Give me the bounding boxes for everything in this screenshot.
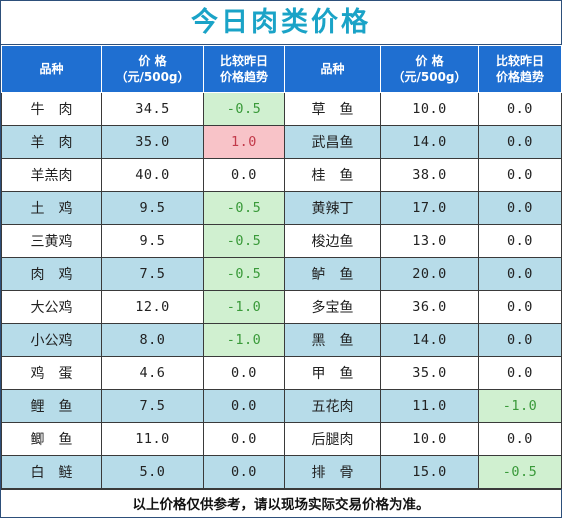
cell-name-right: 鲈 鱼	[284, 257, 381, 291]
cell-name-left: 大公鸡	[1, 290, 102, 324]
table-row: 土 鸡 9.5 -0.5 黄辣丁 17.0 0.0	[1, 191, 562, 225]
cell-price-right: 10.0	[380, 92, 479, 126]
cell-name-left: 白 鲢	[1, 455, 102, 489]
cell-name-right: 梭边鱼	[284, 224, 381, 258]
price-table: 品种 价 格（元/500g） 比较昨日 价格趋势 品种 价 格（元/500g） 比…	[1, 45, 562, 489]
table-row: 羊 肉 35.0 1.0 武昌鱼 14.0 0.0	[1, 125, 562, 159]
cell-price-right: 14.0	[380, 125, 479, 159]
table-row: 羊羔肉 40.0 0.0 桂 鱼 38.0 0.0	[1, 158, 562, 192]
cell-trend-left: 1.0	[203, 125, 285, 159]
table-row: 三黄鸡 9.5 -0.5 梭边鱼 13.0 0.0	[1, 224, 562, 258]
cell-name-right: 排 骨	[284, 455, 381, 489]
cell-trend-left: -0.5	[203, 224, 285, 258]
cell-price-left: 4.6	[101, 356, 204, 390]
cell-trend-right: -0.5	[478, 455, 562, 489]
cell-price-right: 35.0	[380, 356, 479, 390]
cell-trend-right: 0.0	[478, 356, 562, 390]
cell-name-left: 三黄鸡	[1, 224, 102, 258]
cell-price-right: 15.0	[380, 455, 479, 489]
cell-trend-right: 0.0	[478, 257, 562, 291]
cell-price-left: 8.0	[101, 323, 204, 357]
cell-price-left: 11.0	[101, 422, 204, 456]
cell-trend-left: 0.0	[203, 422, 285, 456]
cell-price-right: 20.0	[380, 257, 479, 291]
cell-price-left: 7.5	[101, 257, 204, 291]
cell-trend-left: 0.0	[203, 356, 285, 390]
cell-price-left: 40.0	[101, 158, 204, 192]
header-trend-left: 比较昨日 价格趋势	[203, 45, 285, 93]
cell-name-right: 甲 鱼	[284, 356, 381, 390]
cell-price-right: 38.0	[380, 158, 479, 192]
cell-price-left: 5.0	[101, 455, 204, 489]
cell-name-right: 武昌鱼	[284, 125, 381, 159]
cell-trend-right: -1.0	[478, 389, 562, 423]
cell-name-left: 羊 肉	[1, 125, 102, 159]
table-row: 鲫 鱼 11.0 0.0 后腿肉 10.0 0.0	[1, 422, 562, 456]
cell-price-left: 12.0	[101, 290, 204, 324]
cell-name-right: 后腿肉	[284, 422, 381, 456]
cell-trend-right: 0.0	[478, 191, 562, 225]
cell-price-right: 17.0	[380, 191, 479, 225]
cell-trend-right: 0.0	[478, 92, 562, 126]
cell-price-right: 10.0	[380, 422, 479, 456]
cell-trend-left: 0.0	[203, 389, 285, 423]
cell-trend-right: 0.0	[478, 290, 562, 324]
table-row: 鲤 鱼 7.5 0.0 五花肉 11.0 -1.0	[1, 389, 562, 423]
header-name-left: 品种	[1, 45, 102, 93]
table-row: 白 鲢 5.0 0.0 排 骨 15.0 -0.5	[1, 455, 562, 489]
cell-trend-left: -0.5	[203, 257, 285, 291]
table-row: 小公鸡 8.0 -1.0 黑 鱼 14.0 0.0	[1, 323, 562, 357]
cell-price-left: 9.5	[101, 191, 204, 225]
cell-name-right: 桂 鱼	[284, 158, 381, 192]
table-row: 牛 肉 34.5 -0.5 草 鱼 10.0 0.0	[1, 92, 562, 126]
cell-trend-right: 0.0	[478, 323, 562, 357]
cell-name-left: 鸡 蛋	[1, 356, 102, 390]
cell-trend-left: 0.0	[203, 158, 285, 192]
table-header-row: 品种 价 格（元/500g） 比较昨日 价格趋势 品种 价 格（元/500g） 比…	[1, 45, 562, 93]
cell-trend-right: 0.0	[478, 125, 562, 159]
cell-name-right: 黑 鱼	[284, 323, 381, 357]
cell-trend-right: 0.0	[478, 422, 562, 456]
disclaimer: 以上价格仅供参考，请以现场实际交易价格为准。	[1, 489, 561, 520]
cell-name-left: 土 鸡	[1, 191, 102, 225]
header-price-left: 价 格（元/500g）	[101, 45, 204, 93]
cell-trend-left: -1.0	[203, 290, 285, 324]
cell-trend-left: 0.0	[203, 455, 285, 489]
cell-price-left: 7.5	[101, 389, 204, 423]
cell-name-left: 肉 鸡	[1, 257, 102, 291]
cell-name-left: 牛 肉	[1, 92, 102, 126]
cell-price-right: 14.0	[380, 323, 479, 357]
cell-name-right: 五花肉	[284, 389, 381, 423]
cell-trend-right: 0.0	[478, 158, 562, 192]
page-title: 今日肉类价格	[1, 1, 561, 45]
cell-trend-left: -1.0	[203, 323, 285, 357]
cell-price-left: 35.0	[101, 125, 204, 159]
cell-name-left: 鲫 鱼	[1, 422, 102, 456]
cell-name-left: 小公鸡	[1, 323, 102, 357]
cell-price-left: 9.5	[101, 224, 204, 258]
cell-name-left: 羊羔肉	[1, 158, 102, 192]
cell-price-right: 13.0	[380, 224, 479, 258]
cell-trend-left: -0.5	[203, 191, 285, 225]
cell-price-right: 11.0	[380, 389, 479, 423]
table-row: 大公鸡 12.0 -1.0 多宝鱼 36.0 0.0	[1, 290, 562, 324]
cell-price-right: 36.0	[380, 290, 479, 324]
table-row: 鸡 蛋 4.6 0.0 甲 鱼 35.0 0.0	[1, 356, 562, 390]
cell-name-right: 黄辣丁	[284, 191, 381, 225]
cell-name-right: 草 鱼	[284, 92, 381, 126]
header-name-right: 品种	[284, 45, 381, 93]
cell-name-left: 鲤 鱼	[1, 389, 102, 423]
cell-price-left: 34.5	[101, 92, 204, 126]
cell-name-right: 多宝鱼	[284, 290, 381, 324]
header-trend-right: 比较昨日 价格趋势	[478, 45, 562, 93]
table-row: 肉 鸡 7.5 -0.5 鲈 鱼 20.0 0.0	[1, 257, 562, 291]
cell-trend-right: 0.0	[478, 224, 562, 258]
cell-trend-left: -0.5	[203, 92, 285, 126]
header-price-right: 价 格（元/500g）	[380, 45, 479, 93]
